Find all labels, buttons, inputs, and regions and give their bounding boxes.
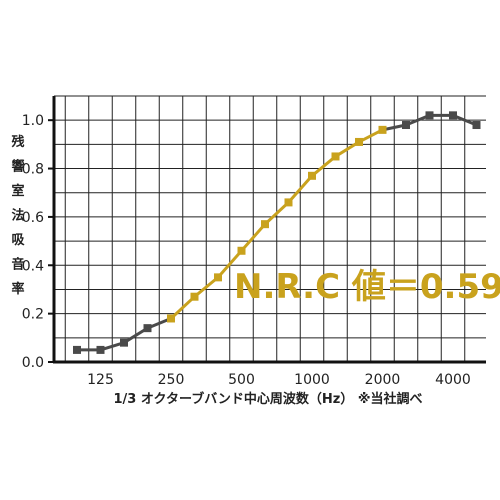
x-tick-label: 1000	[294, 372, 330, 388]
data-point	[284, 198, 293, 207]
nrc-annotation: N.R.C 値＝0.59	[234, 267, 500, 307]
data-point	[378, 125, 387, 134]
grid	[54, 95, 486, 362]
data-point	[308, 171, 316, 180]
y-axis-title-char: 音	[11, 257, 24, 273]
data-point	[237, 246, 246, 255]
data-point	[261, 220, 269, 229]
y-tick-label: 0.0	[22, 355, 44, 371]
y-axis-title-char: 残	[11, 134, 24, 150]
data-point	[143, 324, 152, 333]
series-line-segment	[240, 223, 267, 252]
data-point	[402, 121, 410, 130]
y-tick-label: 0.4	[22, 258, 44, 274]
data-point	[472, 121, 481, 130]
data-point	[167, 314, 175, 323]
x-axis-title: 1/3 オクターブバンド中心周波数（Hz） ※当社調べ	[113, 391, 422, 407]
y-axis-title-char: 室	[11, 183, 24, 199]
data-point	[96, 345, 105, 354]
y-tick-label: 0.6	[22, 210, 44, 226]
data-point	[425, 111, 434, 120]
tick-labels: 0.0 0.2 0.4 0.6 0.8 1.0 125 250 500 1000 2000 4000	[22, 113, 471, 388]
x-tick-label: 4000	[435, 372, 471, 388]
x-tick-label: 500	[228, 372, 255, 388]
data-point	[449, 111, 457, 120]
data-point	[355, 137, 363, 146]
series-line-segment	[216, 249, 243, 279]
data-point	[331, 152, 340, 161]
data-point	[73, 345, 81, 354]
series-line-segment	[287, 174, 314, 204]
y-axis-title-char: 率	[11, 281, 24, 297]
y-tick-label: 0.2	[22, 307, 44, 323]
x-tick-label: 250	[158, 372, 185, 388]
data-point	[214, 273, 222, 282]
y-axis-title-char: 響	[11, 159, 24, 175]
y-axis-title-char: 法	[11, 208, 24, 224]
y-tick-label: 1.0	[22, 113, 44, 129]
data-point	[190, 292, 199, 301]
x-tick-label: 2000	[365, 372, 401, 388]
y-axis-title-char: 吸	[11, 233, 25, 248]
data-point	[120, 338, 128, 347]
series	[73, 111, 481, 354]
x-tick-label: 125	[87, 372, 114, 388]
y-tick-label: 0.8	[22, 162, 44, 178]
plot-frame	[48, 96, 486, 364]
